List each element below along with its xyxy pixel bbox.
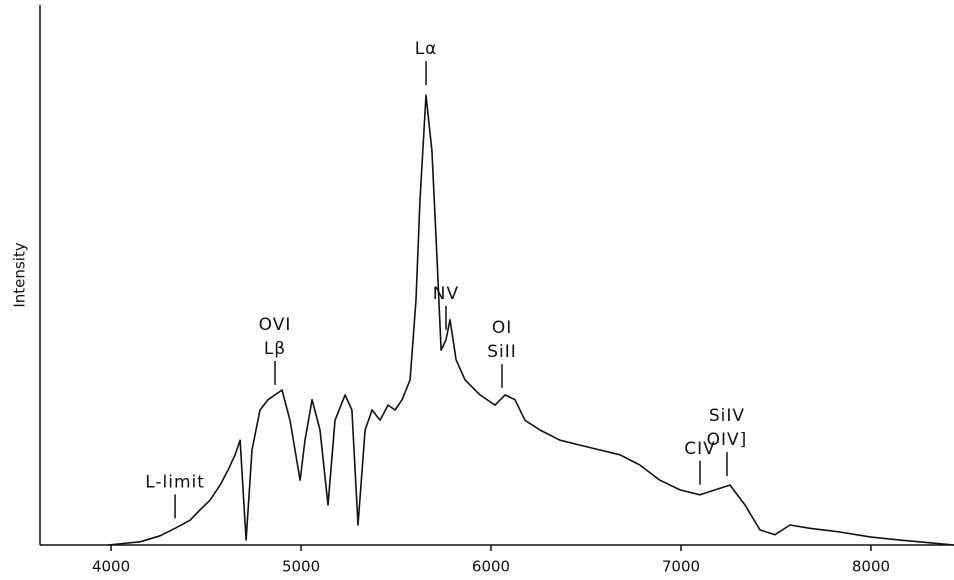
annotation-label: OIV] (707, 430, 748, 450)
y-axis-label: Intensity (11, 242, 29, 307)
x-tick-label: 6000 (472, 558, 510, 576)
x-tick-label: 5000 (282, 558, 320, 576)
x-tick-label: 4000 (92, 558, 130, 576)
annotation-label: CIV (684, 439, 716, 459)
annotation-label: SiII (487, 342, 517, 362)
annotation-label: OVI (259, 315, 292, 335)
annotation-label: SiIV (709, 406, 745, 426)
annotation-label: L-limit (145, 472, 205, 492)
annotation-label: Lβ (264, 339, 286, 359)
x-tick-label: 8000 (852, 558, 890, 576)
x-tick-label: 7000 (662, 558, 700, 576)
annotation-label: NV (433, 284, 459, 304)
annotation-label: OI (492, 318, 512, 338)
annotation-label: Lα (415, 39, 438, 59)
spectrum-line (107, 94, 954, 546)
